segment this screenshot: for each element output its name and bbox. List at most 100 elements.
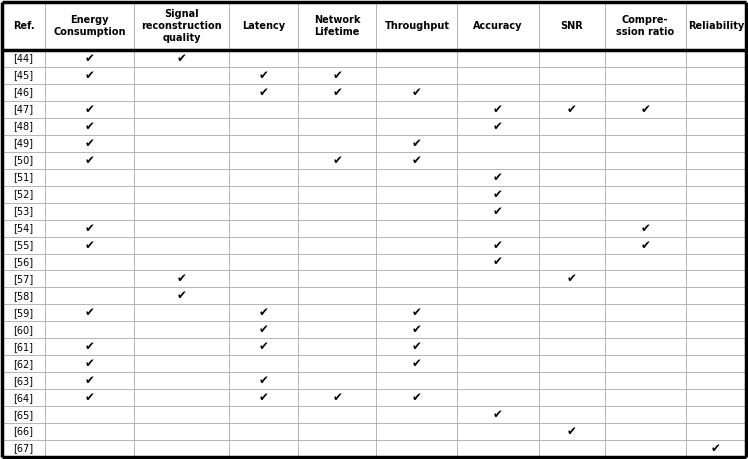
Text: ✔: ✔ [85, 239, 94, 252]
Text: [51]: [51] [13, 172, 34, 182]
Text: ✔: ✔ [177, 289, 187, 302]
Bar [45, 118, 135, 135]
Bar [604, 355, 686, 372]
Bar [230, 118, 298, 135]
Bar [230, 287, 298, 304]
Bar [2, 406, 45, 423]
Bar [2, 169, 45, 186]
Bar [230, 270, 298, 287]
Bar [135, 67, 230, 84]
Bar [298, 84, 376, 101]
Bar [686, 372, 746, 389]
Bar [376, 101, 458, 118]
Bar [45, 287, 135, 304]
Bar [604, 2, 686, 50]
Bar [2, 321, 45, 338]
Text: [49]: [49] [13, 138, 34, 148]
Bar [45, 253, 135, 270]
Bar [458, 135, 539, 152]
Bar [135, 440, 230, 457]
Bar [2, 304, 45, 321]
Bar [604, 304, 686, 321]
Bar [539, 67, 604, 84]
Bar [298, 423, 376, 440]
Bar [376, 389, 458, 406]
Bar [298, 406, 376, 423]
Bar [539, 236, 604, 253]
Bar [135, 372, 230, 389]
Bar [458, 202, 539, 219]
Text: ✔: ✔ [85, 391, 94, 404]
Bar [45, 423, 135, 440]
Bar [686, 50, 746, 67]
Bar [604, 202, 686, 219]
Text: Network
Lifetime: Network Lifetime [314, 15, 361, 37]
Bar [298, 135, 376, 152]
Bar [376, 304, 458, 321]
Bar [45, 186, 135, 202]
Bar [686, 423, 746, 440]
Bar [458, 169, 539, 186]
Bar [135, 406, 230, 423]
Text: [47]: [47] [13, 104, 34, 114]
Bar [230, 440, 298, 457]
Bar [230, 152, 298, 169]
Bar [2, 372, 45, 389]
Text: [60]: [60] [13, 325, 34, 335]
Bar [458, 236, 539, 253]
Text: ✔: ✔ [412, 357, 422, 370]
Bar [686, 287, 746, 304]
Bar [230, 423, 298, 440]
Bar [686, 202, 746, 219]
Bar [230, 304, 298, 321]
Bar [376, 287, 458, 304]
Text: ✔: ✔ [85, 306, 94, 319]
Bar [230, 219, 298, 236]
Text: [52]: [52] [13, 189, 34, 199]
Text: ✔: ✔ [412, 306, 422, 319]
Bar [45, 67, 135, 84]
Bar [539, 152, 604, 169]
Bar [604, 219, 686, 236]
Bar [230, 253, 298, 270]
Bar [135, 101, 230, 118]
Bar [458, 50, 539, 67]
Text: ✔: ✔ [259, 391, 269, 404]
Bar [376, 118, 458, 135]
Bar [376, 50, 458, 67]
Text: ✔: ✔ [493, 103, 503, 116]
Bar [376, 440, 458, 457]
Bar [298, 152, 376, 169]
Text: [58]: [58] [13, 291, 34, 301]
Bar [604, 135, 686, 152]
Bar [45, 2, 135, 50]
Bar [45, 169, 135, 186]
Bar [298, 101, 376, 118]
Bar [539, 355, 604, 372]
Text: ✔: ✔ [640, 103, 650, 116]
Bar [686, 440, 746, 457]
Bar [686, 355, 746, 372]
Bar [135, 338, 230, 355]
Text: [54]: [54] [13, 223, 34, 233]
Text: ✔: ✔ [567, 103, 577, 116]
Bar [686, 253, 746, 270]
Bar [2, 67, 45, 84]
Bar [458, 287, 539, 304]
Bar [686, 84, 746, 101]
Bar [45, 202, 135, 219]
Bar [604, 338, 686, 355]
Bar [2, 423, 45, 440]
Text: [44]: [44] [13, 54, 34, 63]
Text: Ref.: Ref. [13, 21, 34, 31]
Bar [376, 135, 458, 152]
Bar [2, 219, 45, 236]
Bar [135, 202, 230, 219]
Bar [458, 304, 539, 321]
Bar [45, 236, 135, 253]
Text: SNR: SNR [560, 21, 583, 31]
Bar [686, 321, 746, 338]
Text: ✔: ✔ [85, 137, 94, 150]
Bar [2, 101, 45, 118]
Text: [48]: [48] [13, 121, 34, 131]
